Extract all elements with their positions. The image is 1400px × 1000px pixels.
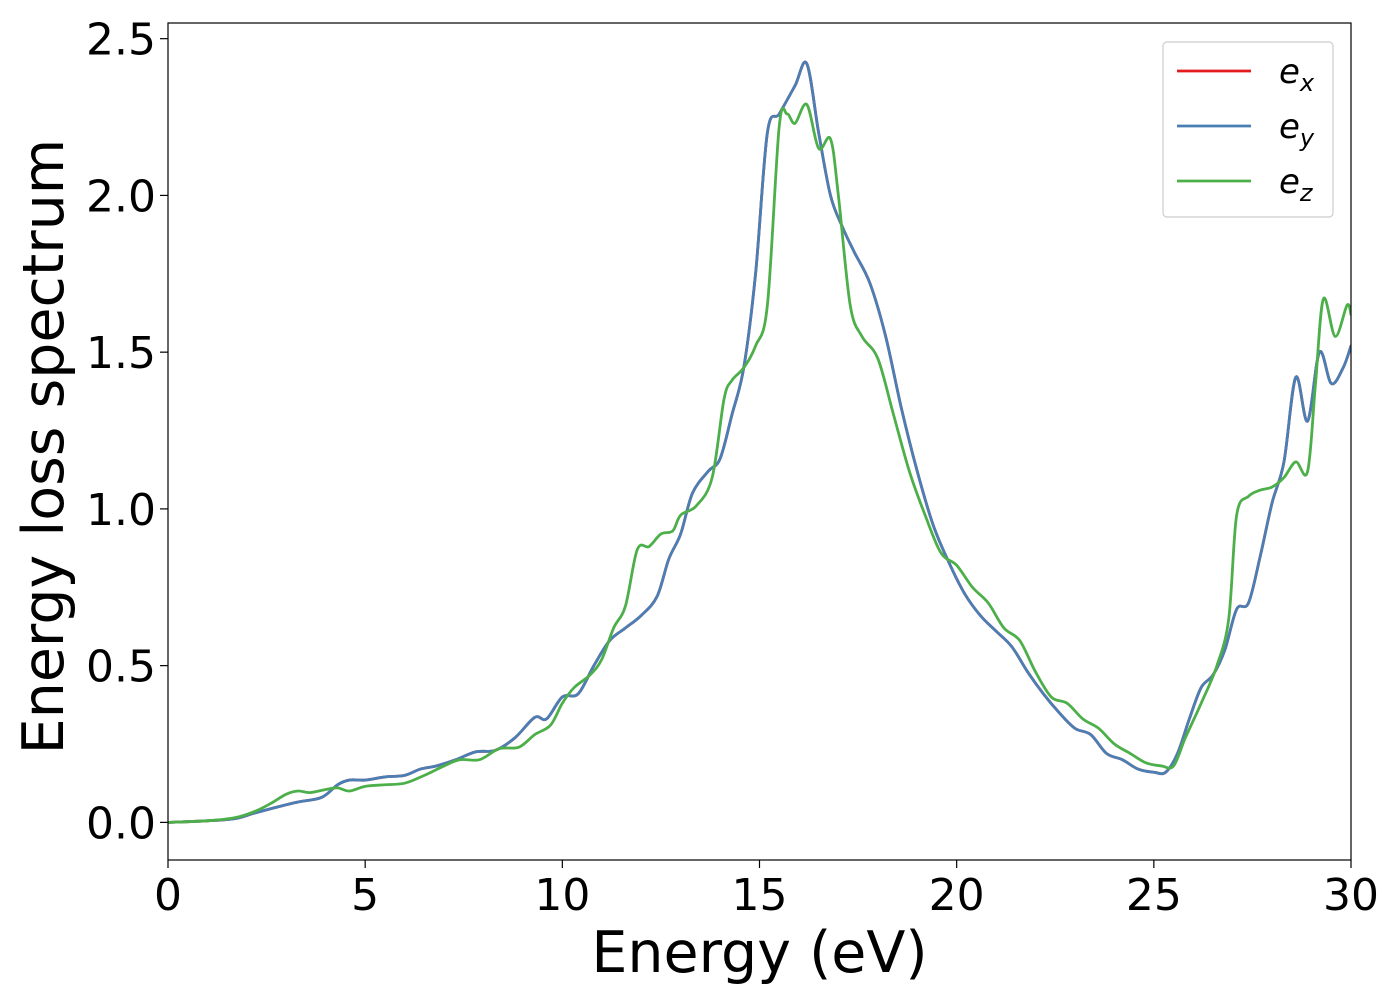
- legend-label-e-x: ex: [1279, 52, 1315, 97]
- y-tick-label: 0.5: [86, 642, 156, 693]
- x-tick-label: 30: [1323, 870, 1379, 921]
- x-tick-label: 15: [732, 870, 788, 921]
- x-tick-label: 0: [154, 870, 182, 921]
- y-tick-label: 1.0: [86, 485, 156, 536]
- legend-label-main: e: [1279, 107, 1300, 147]
- x-axis: 0 5 10 15 20 25 30: [154, 860, 1379, 921]
- x-tick-label: 5: [351, 870, 379, 921]
- legend-label-sub: z: [1299, 179, 1314, 207]
- legend-label-e-z: ez: [1279, 162, 1314, 207]
- y-axis: 0.0 0.5 1.0 1.5 2.0 2.5: [86, 15, 168, 849]
- series-lines: [168, 60, 1351, 824]
- series-line-e-y: [168, 60, 1351, 824]
- legend-label-sub: x: [1299, 69, 1315, 97]
- x-tick-label: 10: [534, 870, 590, 921]
- y-tick-label: 0.0: [86, 798, 156, 849]
- y-tick-label: 1.5: [86, 328, 156, 379]
- x-tick-label: 25: [1126, 870, 1182, 921]
- legend-box: [1162, 41, 1334, 218]
- x-tick-label: 20: [929, 870, 985, 921]
- legend-label-main: e: [1279, 162, 1300, 202]
- y-tick-label: 2.0: [86, 171, 156, 222]
- legend-label-main: e: [1279, 52, 1300, 92]
- x-axis-title: Energy (eV): [591, 920, 927, 986]
- y-axis-title: Energy loss spectrum: [11, 139, 77, 755]
- legend-label-sub: y: [1299, 124, 1315, 152]
- series-line-e-z: [168, 102, 1351, 824]
- legend-label-e-y: ey: [1279, 107, 1315, 152]
- y-tick-label: 2.5: [86, 15, 156, 66]
